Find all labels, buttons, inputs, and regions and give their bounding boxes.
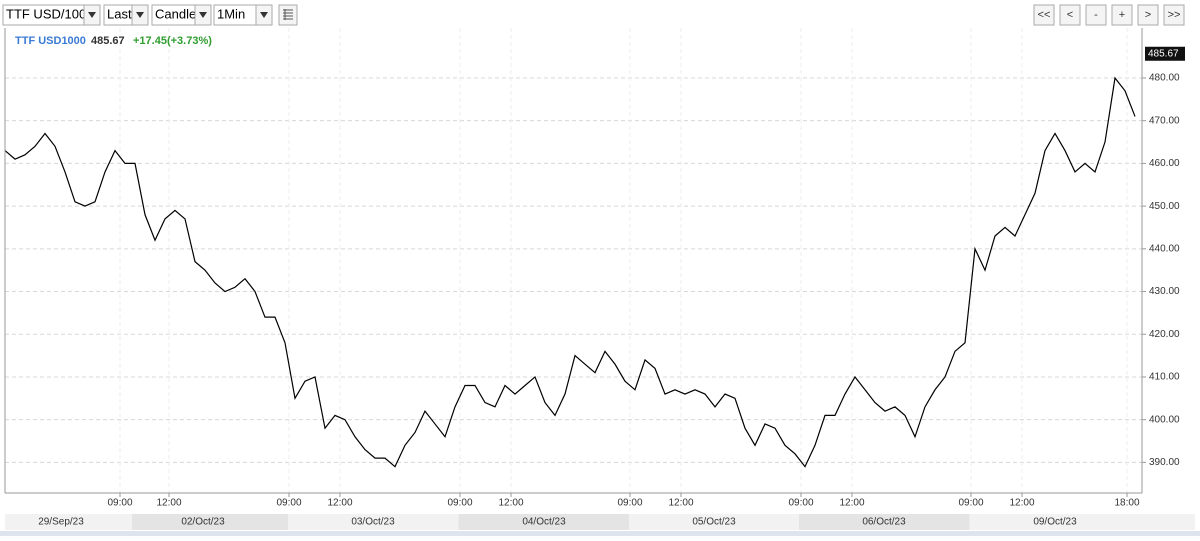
x-tick-label: 18:00 bbox=[1114, 498, 1139, 509]
legend: TTF USD1000 485.67 +17.45(+3.73%) bbox=[15, 35, 212, 47]
interval: 1Min bbox=[217, 6, 245, 21]
series-name: TTF USD1000 bbox=[15, 35, 86, 47]
x-tick-label: 09:00 bbox=[447, 498, 472, 509]
y-tick-label: 430.00 bbox=[1149, 286, 1180, 297]
nav-button[interactable] bbox=[1137, 4, 1159, 26]
price-tag bbox=[1145, 46, 1185, 61]
date-band bbox=[288, 514, 459, 530]
nav-label: << bbox=[1038, 9, 1051, 21]
dropdown-arrow bbox=[199, 12, 207, 18]
plot: 29/Sep/23 02/Oct/23 03/Oct/23 04/Oct/23 05/O… bbox=[0, 28, 1200, 536]
x-tick-label: 12:00 bbox=[668, 498, 693, 509]
x-tick-label: 09:00 bbox=[617, 498, 642, 509]
x-tick-label: 12:00 bbox=[498, 498, 523, 509]
toolbar: TTF USD/100 Last Candle 1Min bbox=[2, 4, 298, 26]
nav-button[interactable] bbox=[1033, 4, 1055, 26]
nav-label: > bbox=[1145, 9, 1151, 21]
style: Candle bbox=[155, 6, 196, 21]
x-tick-label: 09:00 bbox=[958, 498, 983, 509]
nav-label: - bbox=[1094, 9, 1098, 21]
date-band bbox=[969, 514, 1195, 530]
x-tick-label: 09:00 bbox=[276, 498, 301, 509]
y-tick-label: 390.00 bbox=[1149, 457, 1180, 468]
price-line bbox=[4, 76, 1136, 468]
date-band bbox=[799, 514, 970, 530]
y-tick-label: 470.00 bbox=[1149, 115, 1180, 126]
x-tick-label: 12:00 bbox=[839, 498, 864, 509]
y-tick-label: 460.00 bbox=[1149, 158, 1180, 169]
nav-button[interactable] bbox=[1085, 4, 1107, 26]
status-strip bbox=[0, 531, 1200, 536]
date-label: 29/Sep/23 bbox=[38, 517, 84, 528]
date-label: 09/Oct/23 bbox=[1033, 517, 1077, 528]
y-tick-label: 400.00 bbox=[1149, 414, 1180, 425]
nav-button[interactable] bbox=[1059, 4, 1081, 26]
x-tick-label: 09:00 bbox=[788, 498, 813, 509]
date-band bbox=[629, 514, 799, 530]
last-price: 485.67 bbox=[91, 35, 125, 47]
nav-button[interactable] bbox=[1111, 4, 1133, 26]
settings-icon bbox=[283, 9, 293, 20]
date-label: 02/Oct/23 bbox=[181, 517, 225, 528]
nav-label: + bbox=[1119, 9, 1125, 21]
dropdown-arrow bbox=[260, 12, 268, 18]
price-tag-label: 485.67 bbox=[1148, 48, 1179, 59]
date-label: 04/Oct/23 bbox=[522, 517, 566, 528]
date-label: 05/Oct/23 bbox=[692, 517, 736, 528]
field: Last bbox=[107, 6, 132, 21]
navigation: << < - + > >> bbox=[1033, 4, 1185, 26]
date-band bbox=[458, 514, 629, 530]
nav-label: < bbox=[1067, 9, 1073, 21]
settings-button[interactable] bbox=[278, 4, 298, 26]
y-tick-label: 440.00 bbox=[1149, 243, 1180, 254]
date-band bbox=[132, 514, 288, 530]
date-label: 06/Oct/23 bbox=[862, 517, 906, 528]
x-tick-label: 09:00 bbox=[107, 498, 132, 509]
price-change: +17.45(+3.73%) bbox=[133, 35, 212, 47]
y-tick-label: 410.00 bbox=[1149, 372, 1180, 383]
nav-label: >> bbox=[1168, 9, 1181, 21]
nav-button[interactable] bbox=[1163, 4, 1185, 26]
x-tick-label: 12:00 bbox=[156, 498, 181, 509]
dropdown-arrow bbox=[136, 12, 144, 18]
symbol: TTF USD/100 bbox=[6, 6, 86, 21]
x-tick-label: 12:00 bbox=[327, 498, 352, 509]
y-tick-label: 480.00 bbox=[1149, 73, 1180, 84]
y-tick-label: 420.00 bbox=[1149, 329, 1180, 340]
date-band bbox=[5, 514, 132, 530]
dropdown-arrow bbox=[88, 12, 96, 18]
x-tick-label: 12:00 bbox=[1009, 498, 1034, 509]
y-tick-label: 450.00 bbox=[1149, 201, 1180, 212]
date-label: 03/Oct/23 bbox=[351, 517, 395, 528]
